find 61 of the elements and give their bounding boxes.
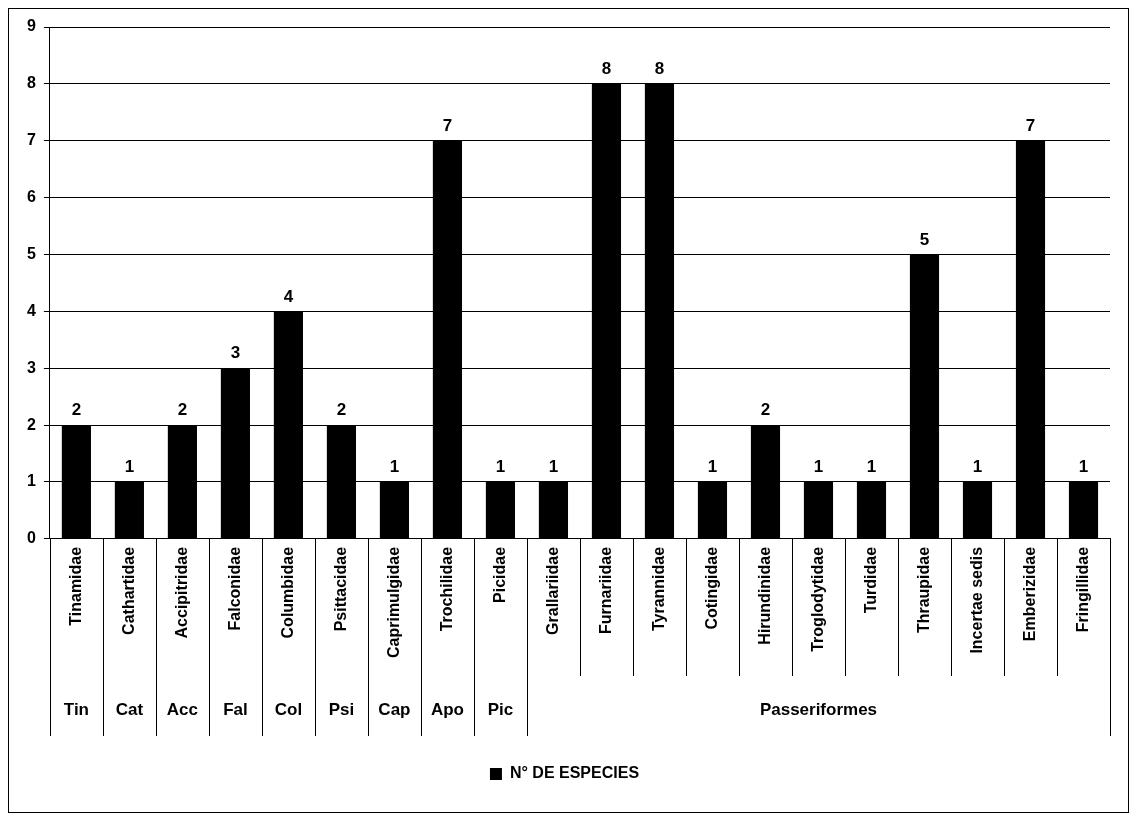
data-label: 1 [813, 457, 824, 477]
x-tick-label: Cathartidae [119, 546, 137, 635]
data-label: 1 [389, 457, 400, 477]
x-tick-label: Accipitridae [172, 546, 190, 639]
data-label: 1 [548, 457, 559, 477]
y-tick-label: 7 [26, 131, 36, 149]
x-tick-label: Troglodytidae [808, 546, 826, 652]
y-tick-label: 4 [26, 301, 36, 319]
data-label: 7 [442, 115, 453, 135]
text: Col [274, 699, 303, 719]
x-tick-label: Hirundinidae [755, 546, 773, 645]
data-label: 4 [283, 286, 294, 306]
x-tick-label: Tyrannidae [649, 546, 667, 632]
data-label: 1 [972, 457, 983, 477]
x-tick-label: Picidae [490, 546, 508, 603]
x-tick-label: Incertae sedis [967, 546, 985, 654]
text: Psi [328, 699, 355, 719]
text: Apo [430, 699, 464, 719]
y-tick-label: 3 [26, 358, 36, 376]
x-tick-label: Grallariidae [543, 546, 561, 635]
text: Passeriformes [759, 699, 878, 719]
y-tick-label: 5 [26, 244, 36, 262]
x-tick-label: Furnariidae [596, 546, 614, 635]
y-tick-label: 2 [26, 415, 36, 433]
text: Tin [63, 699, 89, 719]
x-tick-label: Trochilidae [437, 546, 455, 632]
data-label: 3 [230, 343, 241, 363]
x-tick-label: Thraupidae [914, 546, 932, 634]
text: Pic [487, 699, 514, 719]
data-label: 5 [919, 229, 930, 249]
data-label: 1 [124, 457, 135, 477]
x-tick-label: Columbidae [278, 546, 296, 639]
y-tick-label: 0 [26, 529, 36, 547]
data-label: 1 [1078, 457, 1089, 477]
x-tick-label: Emberizidae [1020, 546, 1038, 642]
x-tick-label: Psittacidae [331, 546, 349, 632]
y-tick-label: 1 [26, 472, 36, 490]
y-tick-label: 9 [26, 17, 36, 35]
data-label: 1 [707, 457, 718, 477]
y-tick-label: 6 [26, 188, 36, 206]
x-tick-label: Falconidae [225, 546, 243, 631]
y-tick-label: 8 [26, 74, 36, 92]
x-tick-label: Caprimulgidae [384, 546, 402, 659]
data-label: 2 [336, 400, 347, 420]
data-label: 7 [1025, 115, 1036, 135]
data-label: 8 [654, 59, 665, 79]
x-tick-label: Fringillidae [1073, 546, 1091, 633]
data-label: 2 [760, 400, 771, 420]
text: Cat [115, 699, 144, 719]
text: Cap [378, 699, 411, 719]
data-label: 2 [177, 400, 188, 420]
text: Acc [166, 699, 198, 719]
data-label: 2 [71, 400, 82, 420]
x-tick-label: Cotingidae [702, 546, 720, 630]
data-label: 1 [866, 457, 877, 477]
legend-label: N° DE ESPECIES [509, 764, 640, 782]
text: Fal [223, 699, 248, 719]
x-tick-label: Tinamidae [66, 546, 84, 626]
data-label: 8 [601, 59, 612, 79]
x-tick-label: Turdidae [861, 546, 879, 614]
data-label: 1 [495, 457, 506, 477]
